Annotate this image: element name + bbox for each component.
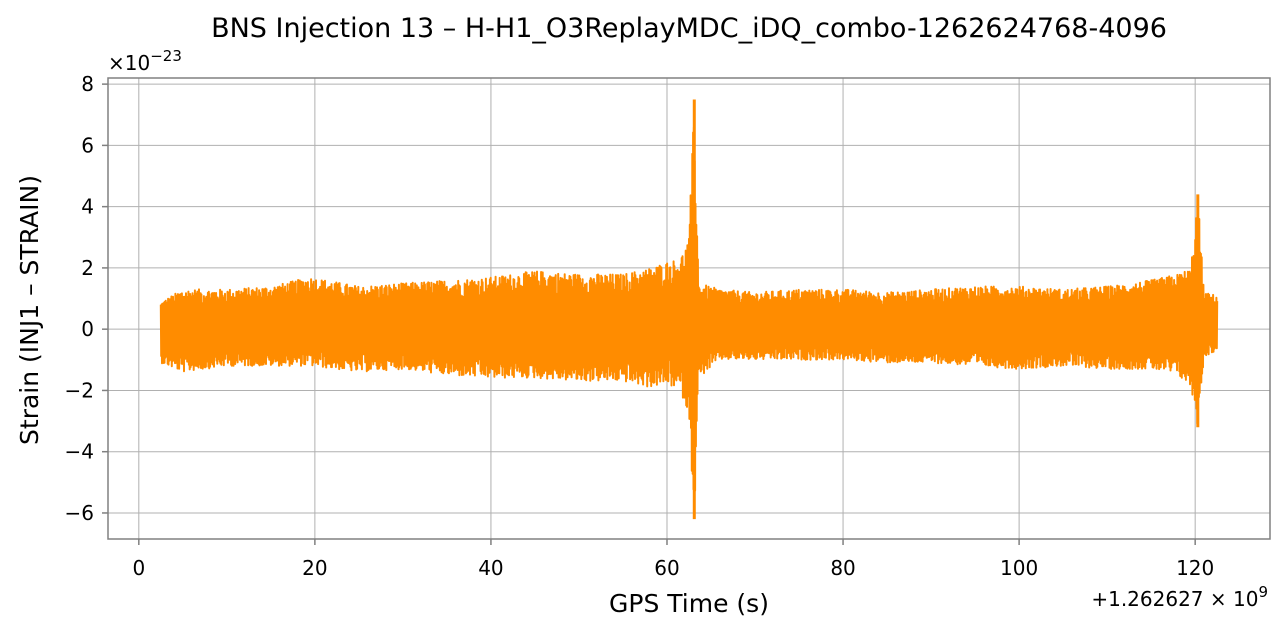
y-tick-label: −2	[65, 378, 94, 402]
y-axis-title: Strain (INJ1 – STRAIN)	[15, 175, 44, 445]
x-tick-label: 40	[478, 556, 503, 580]
y-tick-label: −4	[65, 440, 94, 464]
x-tick-label: 20	[302, 556, 327, 580]
x-tick-label: 80	[830, 556, 855, 580]
x-axis-offset: +1.262627 × 109	[1091, 583, 1268, 611]
x-tick-label: 100	[1000, 556, 1038, 580]
y-tick-label: 6	[81, 133, 94, 157]
x-tick-label: 0	[132, 556, 145, 580]
axes: 0 20 40 60 80 100 120 −6 −4 −2 0 2 4 6 8	[65, 72, 1215, 580]
y-tick-label: 8	[81, 72, 94, 96]
x-axis-title: GPS Time (s)	[609, 589, 769, 618]
y-tick-label: 2	[81, 256, 94, 280]
y-tick-label: −6	[65, 501, 94, 525]
x-tick-label: 120	[1176, 556, 1214, 580]
plot-frame	[107, 77, 1271, 540]
y-tick-label: 0	[81, 317, 94, 341]
y-axis-multiplier: ×10−23	[108, 47, 182, 75]
y-tick-label: 4	[81, 195, 94, 219]
chart-title: BNS Injection 13 – H-H1_O3ReplayMDC_iDQ_…	[211, 13, 1167, 44]
plot-area	[159, 99, 1219, 520]
strain-series-line	[159, 126, 1219, 492]
x-tick-label: 60	[654, 556, 679, 580]
